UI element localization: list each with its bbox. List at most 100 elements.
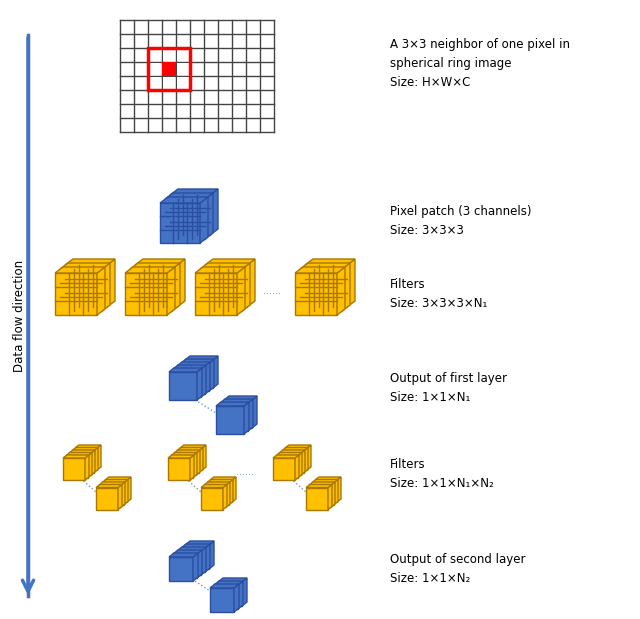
Polygon shape <box>199 448 203 472</box>
Polygon shape <box>172 263 180 311</box>
Polygon shape <box>312 480 338 482</box>
Polygon shape <box>242 578 247 606</box>
Polygon shape <box>96 488 118 509</box>
Polygon shape <box>309 482 335 485</box>
Polygon shape <box>201 488 223 509</box>
Polygon shape <box>306 488 328 509</box>
Polygon shape <box>97 267 105 315</box>
Polygon shape <box>305 265 347 307</box>
Bar <box>163 49 175 61</box>
Polygon shape <box>247 259 255 307</box>
Polygon shape <box>213 356 218 388</box>
Polygon shape <box>177 451 199 472</box>
Polygon shape <box>180 448 202 470</box>
Polygon shape <box>66 456 88 477</box>
Polygon shape <box>282 451 304 472</box>
Polygon shape <box>127 477 131 502</box>
Polygon shape <box>347 259 355 307</box>
Polygon shape <box>218 578 247 582</box>
Polygon shape <box>301 450 305 475</box>
Polygon shape <box>304 448 308 472</box>
Bar <box>149 49 161 61</box>
Polygon shape <box>207 480 233 482</box>
Polygon shape <box>337 267 345 315</box>
Polygon shape <box>60 263 110 269</box>
Polygon shape <box>169 368 202 372</box>
Polygon shape <box>295 455 299 480</box>
Polygon shape <box>205 193 213 239</box>
Polygon shape <box>216 406 244 434</box>
Polygon shape <box>331 482 335 507</box>
Polygon shape <box>226 482 230 507</box>
Polygon shape <box>307 445 311 470</box>
Polygon shape <box>75 445 101 448</box>
Polygon shape <box>85 455 89 480</box>
Polygon shape <box>237 267 245 315</box>
Polygon shape <box>300 269 342 311</box>
Text: Pixel patch (3 channels)
Size: 3×3×3: Pixel patch (3 channels) Size: 3×3×3 <box>390 205 531 237</box>
Polygon shape <box>209 359 214 391</box>
Polygon shape <box>160 197 208 203</box>
Polygon shape <box>174 450 200 453</box>
Polygon shape <box>273 458 295 480</box>
Polygon shape <box>220 403 248 431</box>
Polygon shape <box>202 445 206 470</box>
Polygon shape <box>201 485 227 488</box>
Polygon shape <box>168 458 190 480</box>
Polygon shape <box>97 445 101 470</box>
Bar <box>120 20 274 132</box>
Polygon shape <box>305 259 355 265</box>
Polygon shape <box>118 485 122 509</box>
Polygon shape <box>173 550 202 554</box>
Polygon shape <box>252 396 257 428</box>
Polygon shape <box>99 485 121 507</box>
Polygon shape <box>342 263 350 311</box>
Polygon shape <box>295 267 345 273</box>
Polygon shape <box>177 547 206 551</box>
Polygon shape <box>63 458 85 480</box>
Polygon shape <box>174 453 196 475</box>
Polygon shape <box>169 557 193 581</box>
Polygon shape <box>200 263 250 269</box>
Polygon shape <box>173 365 206 369</box>
Polygon shape <box>210 584 239 588</box>
Polygon shape <box>165 193 213 199</box>
Polygon shape <box>135 265 177 307</box>
Polygon shape <box>282 448 308 451</box>
Polygon shape <box>248 399 253 431</box>
Polygon shape <box>102 480 128 482</box>
Polygon shape <box>105 480 127 502</box>
Text: Filters
Size: 1×1×N₁×N₂: Filters Size: 1×1×N₁×N₂ <box>390 458 493 490</box>
Polygon shape <box>210 477 236 480</box>
Polygon shape <box>276 452 302 456</box>
Polygon shape <box>124 480 128 504</box>
Polygon shape <box>205 259 255 265</box>
Polygon shape <box>210 588 234 612</box>
Polygon shape <box>195 267 245 273</box>
Text: A 3×3 neighbor of one pixel in
spherical ring image
Size: H×W×C: A 3×3 neighbor of one pixel in spherical… <box>390 38 570 89</box>
Polygon shape <box>88 452 92 477</box>
Polygon shape <box>160 203 200 243</box>
Polygon shape <box>214 581 243 585</box>
Polygon shape <box>306 485 332 488</box>
Polygon shape <box>193 553 198 581</box>
Polygon shape <box>177 366 205 394</box>
Polygon shape <box>169 553 198 557</box>
Polygon shape <box>69 450 95 453</box>
Polygon shape <box>102 482 124 504</box>
Polygon shape <box>63 455 89 458</box>
Polygon shape <box>99 482 125 485</box>
Polygon shape <box>135 259 185 265</box>
Polygon shape <box>177 551 201 575</box>
Polygon shape <box>185 541 214 545</box>
Polygon shape <box>204 485 226 507</box>
Polygon shape <box>205 544 210 572</box>
Polygon shape <box>181 359 214 363</box>
Polygon shape <box>169 372 197 400</box>
Polygon shape <box>102 263 110 311</box>
Polygon shape <box>242 263 250 311</box>
Text: ......: ...... <box>263 286 281 296</box>
Polygon shape <box>244 402 249 434</box>
Polygon shape <box>197 368 202 400</box>
Polygon shape <box>181 363 209 391</box>
